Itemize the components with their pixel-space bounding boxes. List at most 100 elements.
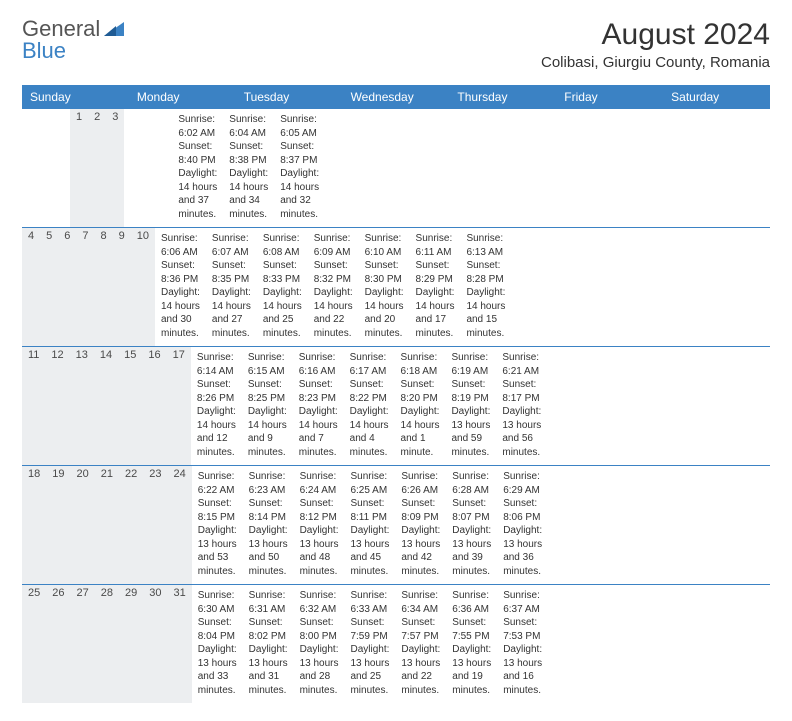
date-number: 25 — [22, 585, 46, 703]
date-number: 24 — [168, 466, 192, 584]
day-cell: Sunrise: 6:26 AMSunset: 8:09 PMDaylight:… — [395, 466, 446, 584]
sunset-text: Sunset: 8:20 PM — [401, 378, 440, 405]
week-row: 123Sunrise: 6:02 AMSunset: 8:40 PMDaylig… — [22, 109, 770, 228]
daylight-text: Daylight: 13 hours and 31 minutes. — [249, 643, 288, 697]
day-cell: Sunrise: 6:25 AMSunset: 8:11 PMDaylight:… — [344, 466, 395, 584]
date-number-row: 18192021222324 — [22, 466, 192, 584]
sunrise-text: Sunrise: 6:08 AM — [263, 232, 302, 259]
daylight-text: Daylight: 14 hours and 30 minutes. — [161, 286, 200, 340]
cell-row: Sunrise: 6:22 AMSunset: 8:15 PMDaylight:… — [192, 466, 548, 584]
sunset-text: Sunset: 8:28 PM — [466, 259, 505, 286]
daylight-text: Daylight: 14 hours and 17 minutes. — [416, 286, 455, 340]
day-cell: Sunrise: 6:08 AMSunset: 8:33 PMDaylight:… — [257, 228, 308, 346]
sunset-text: Sunset: 8:12 PM — [300, 497, 339, 524]
daylight-text: Daylight: 13 hours and 56 minutes. — [502, 405, 541, 459]
date-number: 9 — [113, 228, 131, 346]
daylight-text: Daylight: 13 hours and 22 minutes. — [401, 643, 440, 697]
day-cell: Sunrise: 6:17 AMSunset: 8:22 PMDaylight:… — [344, 347, 395, 465]
sunset-text: Sunset: 8:35 PM — [212, 259, 251, 286]
date-number: 1 — [70, 109, 88, 227]
date-number: 28 — [95, 585, 119, 703]
date-number: 22 — [119, 466, 143, 584]
sunset-text: Sunset: 8:32 PM — [314, 259, 353, 286]
day-cell: Sunrise: 6:07 AMSunset: 8:35 PMDaylight:… — [206, 228, 257, 346]
day-cell: Sunrise: 6:32 AMSunset: 8:00 PMDaylight:… — [294, 585, 345, 703]
header: General Blue August 2024 Colibasi, Giurg… — [22, 18, 770, 71]
day-cell: Sunrise: 6:05 AMSunset: 8:37 PMDaylight:… — [274, 109, 325, 227]
sunrise-text: Sunrise: 6:14 AM — [197, 351, 236, 378]
day-header-row: Sunday Monday Tuesday Wednesday Thursday… — [22, 85, 770, 109]
day-header-mon: Monday — [129, 85, 236, 109]
month-title: August 2024 — [541, 18, 770, 52]
week-row: 45678910Sunrise: 6:06 AMSunset: 8:36 PMD… — [22, 228, 770, 347]
daylight-text: Daylight: 14 hours and 7 minutes. — [299, 405, 338, 459]
day-cell: Sunrise: 6:33 AMSunset: 7:59 PMDaylight:… — [344, 585, 395, 703]
date-number: 5 — [40, 228, 58, 346]
date-number: 10 — [131, 228, 155, 346]
date-number: 23 — [143, 466, 167, 584]
date-number-row: 25262728293031 — [22, 585, 192, 703]
location-label: Colibasi, Giurgiu County, Romania — [541, 54, 770, 71]
date-number: 3 — [106, 109, 124, 227]
daylight-text: Daylight: 13 hours and 33 minutes. — [198, 643, 237, 697]
day-cell: Sunrise: 6:15 AMSunset: 8:25 PMDaylight:… — [242, 347, 293, 465]
sunset-text: Sunset: 7:57 PM — [401, 616, 440, 643]
day-cell: Sunrise: 6:10 AMSunset: 8:30 PMDaylight:… — [359, 228, 410, 346]
sunrise-text: Sunrise: 6:16 AM — [299, 351, 338, 378]
date-number: 21 — [95, 466, 119, 584]
daylight-text: Daylight: 13 hours and 19 minutes. — [452, 643, 491, 697]
sunset-text: Sunset: 8:07 PM — [452, 497, 491, 524]
date-number: 17 — [167, 347, 191, 465]
day-cell: Sunrise: 6:31 AMSunset: 8:02 PMDaylight:… — [243, 585, 294, 703]
day-cell: Sunrise: 6:04 AMSunset: 8:38 PMDaylight:… — [223, 109, 274, 227]
sunset-text: Sunset: 7:55 PM — [452, 616, 491, 643]
day-cell: Sunrise: 6:19 AMSunset: 8:19 PMDaylight:… — [445, 347, 496, 465]
calendar: Sunday Monday Tuesday Wednesday Thursday… — [22, 85, 770, 703]
sunrise-text: Sunrise: 6:04 AM — [229, 113, 268, 140]
sunrise-text: Sunrise: 6:23 AM — [249, 470, 288, 497]
daylight-text: Daylight: 13 hours and 45 minutes. — [350, 524, 389, 578]
sunrise-text: Sunrise: 6:21 AM — [502, 351, 541, 378]
sunset-text: Sunset: 8:19 PM — [451, 378, 490, 405]
date-number: 4 — [22, 228, 40, 346]
sunrise-text: Sunrise: 6:07 AM — [212, 232, 251, 259]
date-number: 29 — [119, 585, 143, 703]
sunset-text: Sunset: 8:30 PM — [365, 259, 404, 286]
sunset-text: Sunset: 8:23 PM — [299, 378, 338, 405]
sunrise-text: Sunrise: 6:18 AM — [401, 351, 440, 378]
day-header-thu: Thursday — [449, 85, 556, 109]
day-cell: Sunrise: 6:30 AMSunset: 8:04 PMDaylight:… — [192, 585, 243, 703]
day-cell — [148, 109, 160, 227]
daylight-text: Daylight: 13 hours and 16 minutes. — [503, 643, 542, 697]
sunset-text: Sunset: 7:53 PM — [503, 616, 542, 643]
daylight-text: Daylight: 13 hours and 53 minutes. — [198, 524, 237, 578]
daylight-text: Daylight: 14 hours and 27 minutes. — [212, 286, 251, 340]
date-number-row: 123 — [22, 109, 124, 227]
day-cell: Sunrise: 6:22 AMSunset: 8:15 PMDaylight:… — [192, 466, 243, 584]
sunrise-text: Sunrise: 6:25 AM — [350, 470, 389, 497]
sunset-text: Sunset: 8:26 PM — [197, 378, 236, 405]
sunset-text: Sunset: 8:04 PM — [198, 616, 237, 643]
sunrise-text: Sunrise: 6:10 AM — [365, 232, 404, 259]
day-cell: Sunrise: 6:37 AMSunset: 7:53 PMDaylight:… — [497, 585, 548, 703]
sunset-text: Sunset: 8:22 PM — [350, 378, 389, 405]
day-cell: Sunrise: 6:16 AMSunset: 8:23 PMDaylight:… — [293, 347, 344, 465]
date-number: 30 — [143, 585, 167, 703]
date-number: 2 — [88, 109, 106, 227]
sunrise-text: Sunrise: 6:02 AM — [178, 113, 217, 140]
sunrise-text: Sunrise: 6:06 AM — [161, 232, 200, 259]
sunrise-text: Sunrise: 6:24 AM — [300, 470, 339, 497]
date-number: 13 — [70, 347, 94, 465]
day-cell — [136, 109, 148, 227]
day-header-wed: Wednesday — [343, 85, 450, 109]
sunrise-text: Sunrise: 6:17 AM — [350, 351, 389, 378]
daylight-text: Daylight: 14 hours and 1 minute. — [401, 405, 440, 459]
day-cell: Sunrise: 6:06 AMSunset: 8:36 PMDaylight:… — [155, 228, 206, 346]
sunrise-text: Sunrise: 6:28 AM — [452, 470, 491, 497]
week-row: 11121314151617Sunrise: 6:14 AMSunset: 8:… — [22, 347, 770, 466]
date-number-row: 45678910 — [22, 228, 155, 346]
date-number — [34, 109, 46, 227]
day-cell: Sunrise: 6:14 AMSunset: 8:26 PMDaylight:… — [191, 347, 242, 465]
date-number: 8 — [95, 228, 113, 346]
daylight-text: Daylight: 14 hours and 37 minutes. — [178, 167, 217, 221]
